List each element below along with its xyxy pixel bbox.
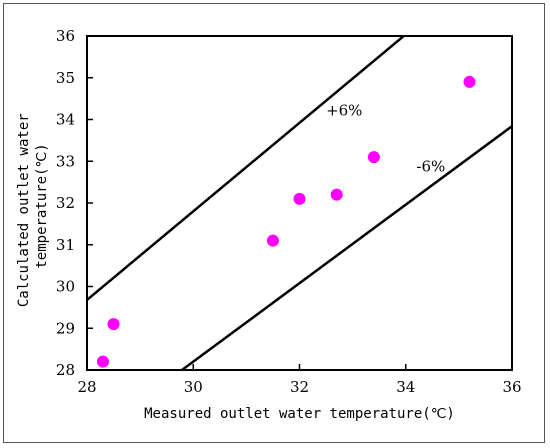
y-tick-label: 29	[56, 319, 75, 337]
data-point	[96, 355, 109, 368]
y-axis-ticks: 28 29 30 31 32 33 34 35 36	[56, 27, 93, 379]
bound-labels: +6% -6%	[326, 101, 445, 175]
bound-line-minus	[179, 125, 512, 370]
y-tick-label: 28	[56, 361, 75, 379]
y-tick-label: 36	[56, 27, 75, 45]
x-tick-label: 30	[184, 378, 203, 396]
y-tick-label: 35	[56, 69, 75, 87]
data-point	[367, 151, 380, 164]
y-tick-label: 31	[56, 236, 75, 254]
y-tick-label: 32	[56, 194, 75, 212]
data-points	[96, 75, 476, 368]
x-tick-label: 34	[396, 378, 415, 396]
bound-label-plus: +6%	[326, 101, 362, 119]
data-point	[107, 318, 120, 331]
y-tick-label: 30	[56, 278, 75, 296]
y-axis-title-line-1: Calculated outlet water	[16, 113, 32, 307]
data-point	[293, 192, 306, 205]
data-point	[266, 234, 279, 247]
x-axis-title: Measured outlet water temperature(℃)	[144, 406, 455, 422]
y-axis-title-line-2: temperature(℃)	[34, 143, 50, 268]
x-tick-label: 32	[290, 378, 309, 396]
data-point	[330, 188, 343, 201]
x-axis-ticks: 28 30 32 34 36	[77, 364, 522, 396]
bound-line-plus	[87, 36, 406, 301]
y-axis-title: Calculated outlet water temperature(℃)	[16, 105, 50, 307]
bound-label-minus: -6%	[416, 158, 445, 176]
data-point	[463, 75, 476, 88]
y-tick-label: 33	[56, 152, 75, 170]
x-tick-label: 36	[502, 378, 521, 396]
x-tick-label: 28	[77, 378, 96, 396]
y-tick-label: 34	[56, 111, 75, 129]
error-bound-lines	[87, 36, 512, 370]
